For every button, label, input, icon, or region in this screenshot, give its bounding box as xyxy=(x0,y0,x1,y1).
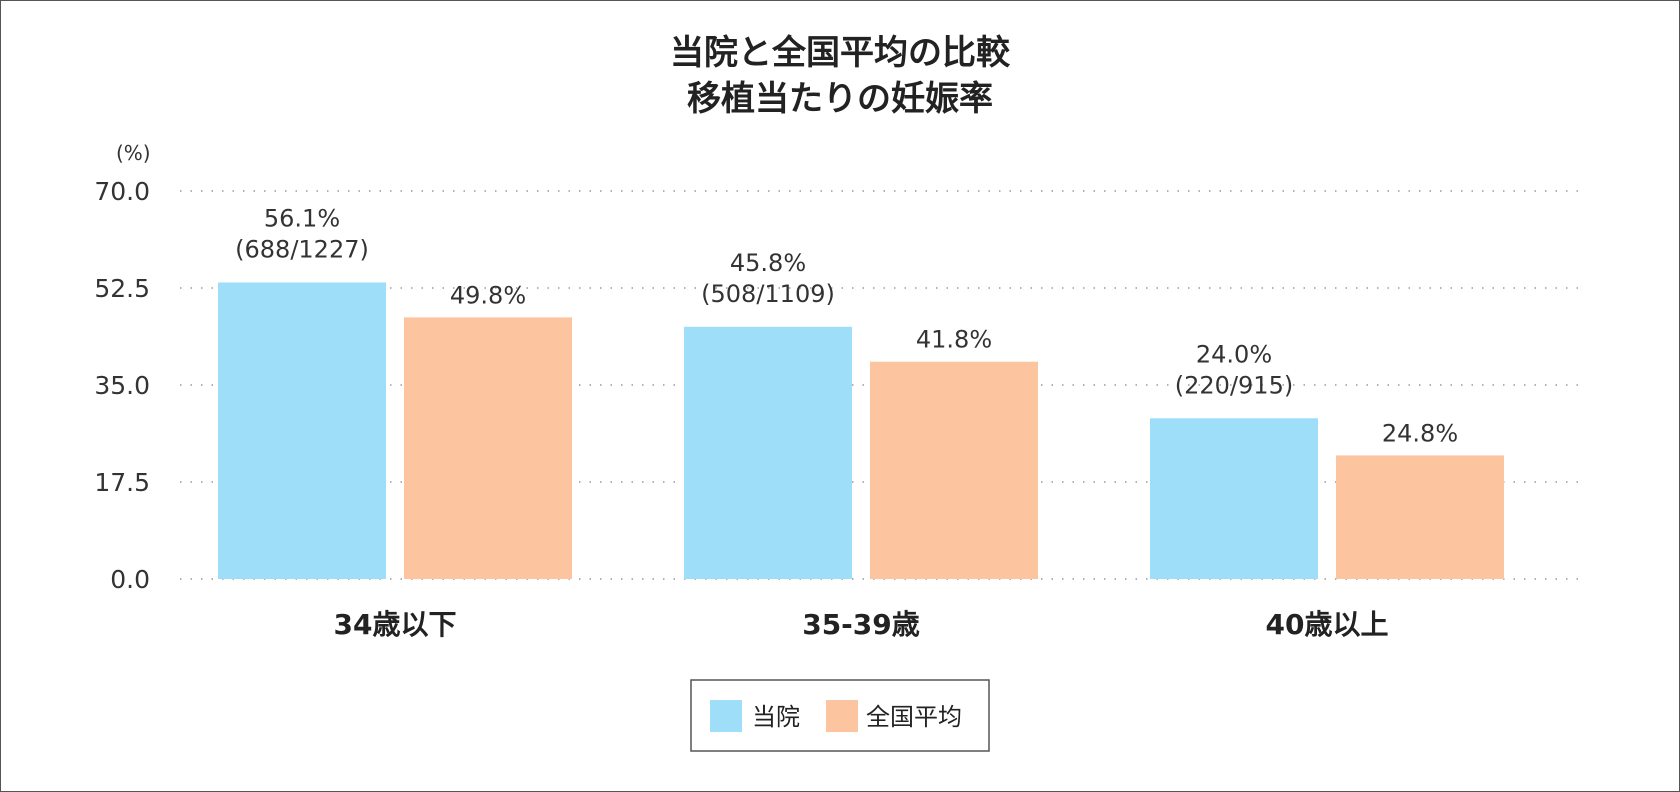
legend-swatch xyxy=(710,700,742,732)
y-tick-label: 70.0 xyxy=(94,177,150,206)
y-tick-label: 0.0 xyxy=(110,565,150,594)
y-tick-label: 35.0 xyxy=(94,371,150,400)
legend-label: 当院 xyxy=(752,703,800,731)
bar-national xyxy=(870,361,1038,579)
y-tick-label: 52.5 xyxy=(94,274,150,303)
data-label: 24.8% xyxy=(1382,419,1458,447)
x-tick-label: 40歳以上 xyxy=(1266,608,1389,641)
bar-hospital xyxy=(1150,418,1318,579)
data-sublabel: (220/915) xyxy=(1175,371,1293,399)
legend-label: 全国平均 xyxy=(866,703,962,731)
legend-swatch xyxy=(826,700,858,732)
data-label: 45.8% xyxy=(730,249,806,277)
chart-title-line: 当院と全国平均の比較 xyxy=(670,33,1011,73)
bar-hospital xyxy=(684,326,852,579)
data-label: 41.8% xyxy=(916,326,992,354)
bar-national xyxy=(404,317,572,579)
x-tick-label: 35-39歳 xyxy=(802,608,920,641)
data-sublabel: (508/1109) xyxy=(701,280,835,308)
x-tick-label: 34歳以下 xyxy=(334,608,457,641)
chart-title-line: 移植当たりの妊娠率 xyxy=(687,79,993,119)
data-label: 56.1% xyxy=(264,204,340,232)
data-label: 49.8% xyxy=(450,281,526,309)
y-unit-label: (%) xyxy=(116,141,151,165)
data-label: 24.0% xyxy=(1196,340,1272,368)
bar-national xyxy=(1336,455,1504,579)
y-tick-label: 17.5 xyxy=(94,468,150,497)
bar-hospital xyxy=(218,282,386,579)
data-sublabel: (688/1227) xyxy=(235,235,369,263)
